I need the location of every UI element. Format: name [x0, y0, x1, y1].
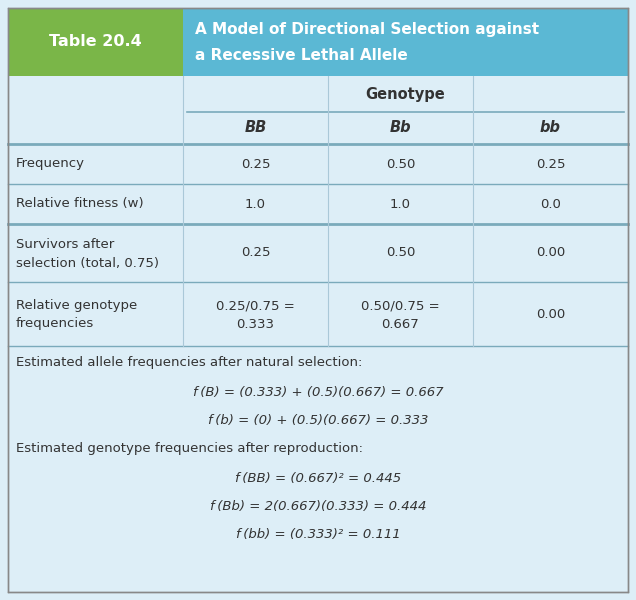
Text: Frequency: Frequency [16, 157, 85, 170]
Text: 0.25: 0.25 [241, 157, 270, 170]
Text: f (Bb) = 2(0.667)(0.333) = 0.444: f (Bb) = 2(0.667)(0.333) = 0.444 [210, 500, 426, 513]
Text: a Recessive Lethal Allele: a Recessive Lethal Allele [195, 48, 408, 63]
Bar [8, 8, 183, 76]
Text: 0.25: 0.25 [536, 157, 565, 170]
Bar [8, 112, 628, 144]
Text: Estimated genotype frequencies after reproduction:: Estimated genotype frequencies after rep… [16, 442, 363, 455]
Text: selection (total, 0.75): selection (total, 0.75) [16, 257, 159, 269]
Bar [8, 144, 628, 184]
Text: 0.00: 0.00 [536, 247, 565, 259]
Text: Genotype: Genotype [366, 86, 445, 101]
Text: 0.00: 0.00 [536, 307, 565, 320]
Bar [8, 184, 628, 224]
Text: 0.333: 0.333 [237, 317, 275, 331]
Text: frequencies: frequencies [16, 317, 94, 331]
Bar [8, 76, 628, 112]
Bar [8, 346, 628, 592]
Text: Table 20.4: Table 20.4 [49, 34, 142, 49]
Text: 0.25/0.75 =: 0.25/0.75 = [216, 299, 295, 313]
Bar [8, 282, 628, 346]
Text: Bb: Bb [390, 121, 411, 136]
Bar [8, 224, 628, 282]
Text: f (BB) = (0.667)² = 0.445: f (BB) = (0.667)² = 0.445 [235, 472, 401, 485]
Text: 0.667: 0.667 [382, 317, 419, 331]
Text: Estimated allele frequencies after natural selection:: Estimated allele frequencies after natur… [16, 356, 363, 369]
Text: 1.0: 1.0 [245, 197, 266, 211]
Text: f (bb) = (0.333)² = 0.111: f (bb) = (0.333)² = 0.111 [236, 528, 400, 541]
Text: Relative fitness (w): Relative fitness (w) [16, 197, 144, 211]
Text: BB: BB [244, 121, 266, 136]
Text: A Model of Directional Selection against: A Model of Directional Selection against [195, 22, 539, 37]
Text: Relative genotype: Relative genotype [16, 299, 137, 313]
Bar [183, 8, 628, 76]
Text: bb: bb [540, 121, 561, 136]
Text: 0.50: 0.50 [386, 247, 415, 259]
Text: f (B) = (0.333) + (0.5)(0.667) = 0.667: f (B) = (0.333) + (0.5)(0.667) = 0.667 [193, 386, 443, 399]
Text: 0.25: 0.25 [241, 247, 270, 259]
Text: 0.50: 0.50 [386, 157, 415, 170]
Text: f (b) = (0) + (0.5)(0.667) = 0.333: f (b) = (0) + (0.5)(0.667) = 0.333 [208, 414, 428, 427]
Text: 0.50/0.75 =: 0.50/0.75 = [361, 299, 440, 313]
Text: Survivors after: Survivors after [16, 238, 114, 251]
Text: 0.0: 0.0 [540, 197, 561, 211]
Text: 1.0: 1.0 [390, 197, 411, 211]
